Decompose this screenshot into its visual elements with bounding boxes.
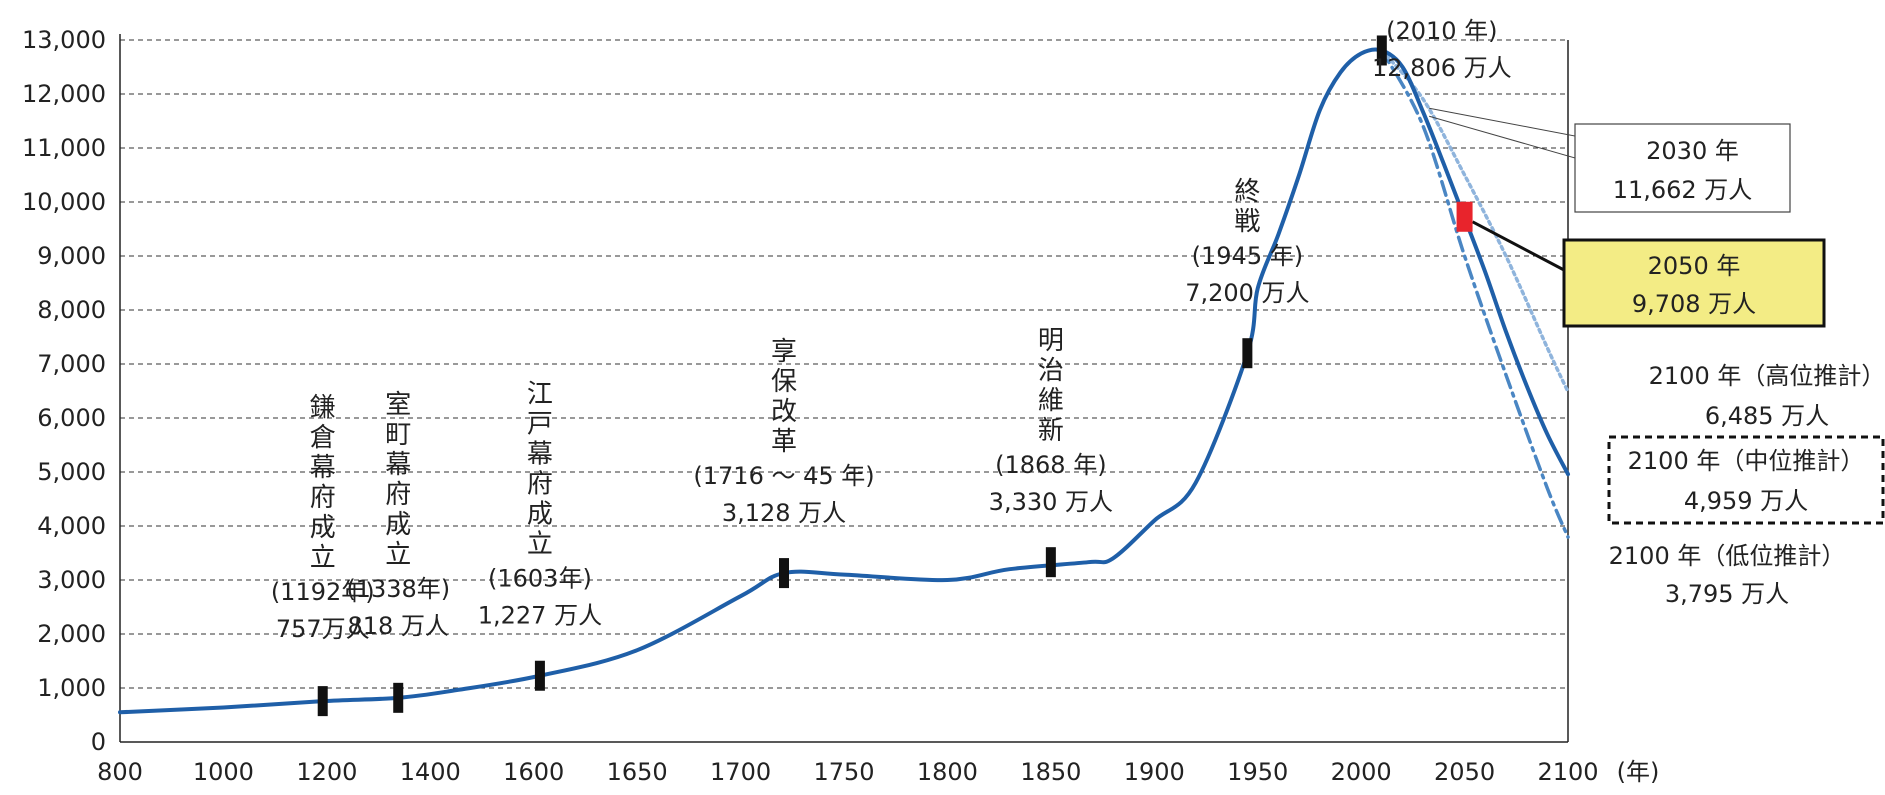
x-tick-label: 1700	[710, 758, 771, 786]
callout-2100-high: 2100 年（高位推計） 6,485 万人	[1649, 362, 1885, 430]
callout-2100-high-value: 6,485 万人	[1705, 402, 1829, 430]
callout-2050: 2050 年 9,708 万人	[1456, 201, 1826, 328]
event-population-label: 12,806 万人	[1372, 54, 1512, 82]
series-line-dash-dot	[1380, 48, 1570, 539]
event-marker	[534, 660, 545, 691]
event-marker	[317, 686, 328, 717]
y-tick-label: 10,000	[22, 188, 106, 216]
y-tick-label: 0	[91, 728, 106, 756]
x-tick-label: 2000	[1331, 758, 1392, 786]
series-line-solid	[118, 47, 1570, 715]
x-tick-label: 1950	[1227, 758, 1288, 786]
event-marker	[1045, 547, 1056, 578]
callout-2100-mid-value: 4,959 万人	[1684, 487, 1808, 515]
callout-2100-low-value: 3,795 万人	[1665, 580, 1789, 608]
callout-2050-year: 2050 年	[1648, 252, 1741, 280]
event-year-label: (1192年)	[271, 578, 375, 606]
x-tick-label: 800	[97, 758, 143, 786]
event-year-label: (1945 年)	[1192, 242, 1303, 270]
x-tick-label: 2050	[1434, 758, 1495, 786]
y-tick-label: 7,000	[37, 350, 106, 378]
callout-2100-low: 2100 年（低位推計） 3,795 万人	[1609, 542, 1846, 608]
y-tick-label: 1,000	[37, 674, 106, 702]
event-population-label: 3,330 万人	[989, 488, 1113, 516]
y-tick-label: 5,000	[37, 458, 106, 486]
event-population-label: 757万人	[276, 615, 370, 643]
series-lines	[118, 47, 1570, 715]
x-tick-label: 1800	[917, 758, 978, 786]
event-population-label: 818 万人	[348, 612, 449, 640]
x-tick-label: 1400	[400, 758, 461, 786]
y-tick-label: 8,000	[37, 296, 106, 324]
y-tick-labels: 0 1,000 2,000 3,000 4,000 5,000 6,000 7,000 8,00…	[22, 26, 106, 756]
event-annotations: (1192年) 757万人 鎌倉幕府成立 (1338年) 818 万人 室町幕府成立 (16…	[271, 17, 1512, 643]
callout-2100-high-label: 2100 年（高位推計）	[1649, 362, 1885, 390]
callout-2030: 2030 年 11,662 万人	[1429, 107, 1791, 213]
x-axis-unit: (年)	[1617, 758, 1660, 786]
y-tick-label: 6,000	[37, 404, 106, 432]
event-name-label: 明治維新	[1038, 326, 1064, 446]
y-tick-label: 3,000	[37, 566, 106, 594]
event-name-label: 江戸幕府成立	[527, 380, 553, 560]
callout-2030-value: 11,662 万人	[1613, 176, 1753, 204]
callout-2050-leader	[1471, 220, 1565, 272]
event-population-label: 3,128 万人	[722, 499, 846, 527]
x-tick-label: 2100	[1537, 758, 1598, 786]
event-year-label: (1338年)	[346, 575, 450, 603]
callout-2100-low-label: 2100 年（低位推計）	[1609, 542, 1846, 570]
event-name-label: 終戦	[1234, 177, 1260, 237]
callout-2050-value: 9,708 万人	[1632, 290, 1756, 318]
event-marker	[1242, 338, 1253, 369]
callout-2030-box	[1574, 123, 1791, 213]
event-year-label: (2010 年)	[1386, 17, 1497, 45]
event-year-label: (1868 年)	[995, 451, 1106, 479]
x-tick-label: 1200	[296, 758, 357, 786]
x-tick-label: 1750	[813, 758, 874, 786]
gridlines	[120, 39, 1568, 689]
event-marker	[1376, 35, 1387, 66]
callout-2100-mid: 2100 年（中位推計） 4,959 万人	[1607, 435, 1885, 525]
event-population-label: 7,200 万人	[1185, 279, 1309, 307]
callout-2100-mid-label: 2100 年（中位推計）	[1628, 447, 1865, 475]
callout-2030-year: 2030 年	[1646, 137, 1739, 165]
y-tick-label: 2,000	[37, 620, 106, 648]
y-tick-label: 9,000	[37, 242, 106, 270]
series-line-dotted	[1380, 48, 1570, 394]
event-year-label: (1716 ～ 45 年)	[693, 462, 874, 490]
x-tick-labels: 800 1000 1200 1400 1600 1650 1700 1750 1800 1850 1…	[97, 758, 1598, 786]
event-marker	[393, 682, 404, 713]
x-tick-label: 1600	[503, 758, 564, 786]
event-name-label: 鎌倉幕府成立	[310, 393, 336, 573]
event-name-label: 享保改革	[771, 337, 797, 457]
x-tick-label: 1650	[607, 758, 668, 786]
event-year-label: (1603年)	[488, 565, 592, 593]
callout-2050-box	[1562, 238, 1826, 328]
event-markers	[317, 35, 1387, 717]
y-tick-label: 11,000	[22, 134, 106, 162]
x-tick-label: 1000	[193, 758, 254, 786]
y-tick-label: 12,000	[22, 80, 106, 108]
x-tick-label: 1850	[1020, 758, 1081, 786]
event-population-label: 1,227 万人	[478, 602, 602, 630]
event-name-label: 室町幕府成立	[385, 390, 411, 570]
y-tick-label: 4,000	[37, 512, 106, 540]
event-marker	[779, 558, 790, 589]
callout-2100-mid-box	[1607, 435, 1885, 525]
highlight-marker-2050	[1456, 201, 1473, 232]
x-tick-label: 1900	[1124, 758, 1185, 786]
y-tick-label: 13,000	[22, 26, 106, 54]
